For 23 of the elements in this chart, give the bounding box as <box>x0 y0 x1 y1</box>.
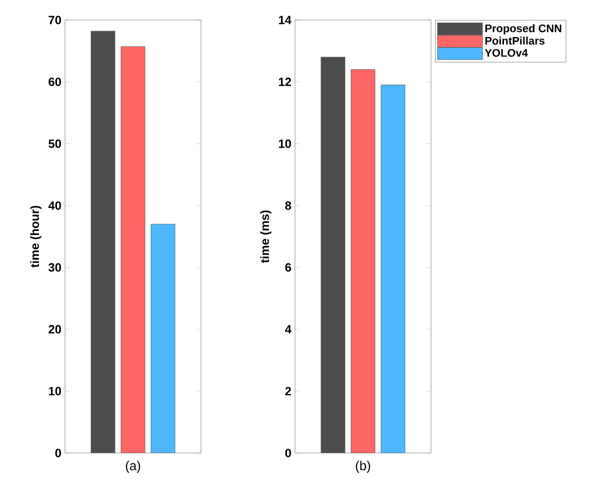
y-tick-label: 12 <box>278 78 292 86</box>
y-tick-label: 20 <box>48 325 61 334</box>
y-tick-label: 30 <box>48 263 61 272</box>
y-tick-label: 60 <box>48 78 61 86</box>
x-tick-label: (a) <box>126 460 140 473</box>
y-axis-title: time (hour) <box>30 206 42 268</box>
y-tick-label: 8 <box>285 201 292 210</box>
y-tick-label: 50 <box>48 139 61 148</box>
y-tick-label: 6 <box>285 263 292 272</box>
legend-label: Proposed CNN <box>485 24 562 34</box>
y-tick-label: 4 <box>285 325 292 334</box>
y-tick-label: 70 <box>48 16 61 24</box>
legend-label: YOLOv4 <box>484 49 528 57</box>
legend-label: PointPillars <box>485 36 545 45</box>
y-tick-label: 10 <box>278 139 291 148</box>
y-tick-label: 40 <box>48 201 61 210</box>
x-tick-label: (b) <box>356 460 370 473</box>
y-tick-label: 0 <box>285 448 291 458</box>
y-tick-label: 14 <box>278 16 292 24</box>
y-tick-label: 0 <box>55 448 61 458</box>
y-axis-title: time (ms) <box>260 210 272 263</box>
y-tick-label: 10 <box>48 386 61 396</box>
y-tick-label: 2 <box>285 386 292 396</box>
